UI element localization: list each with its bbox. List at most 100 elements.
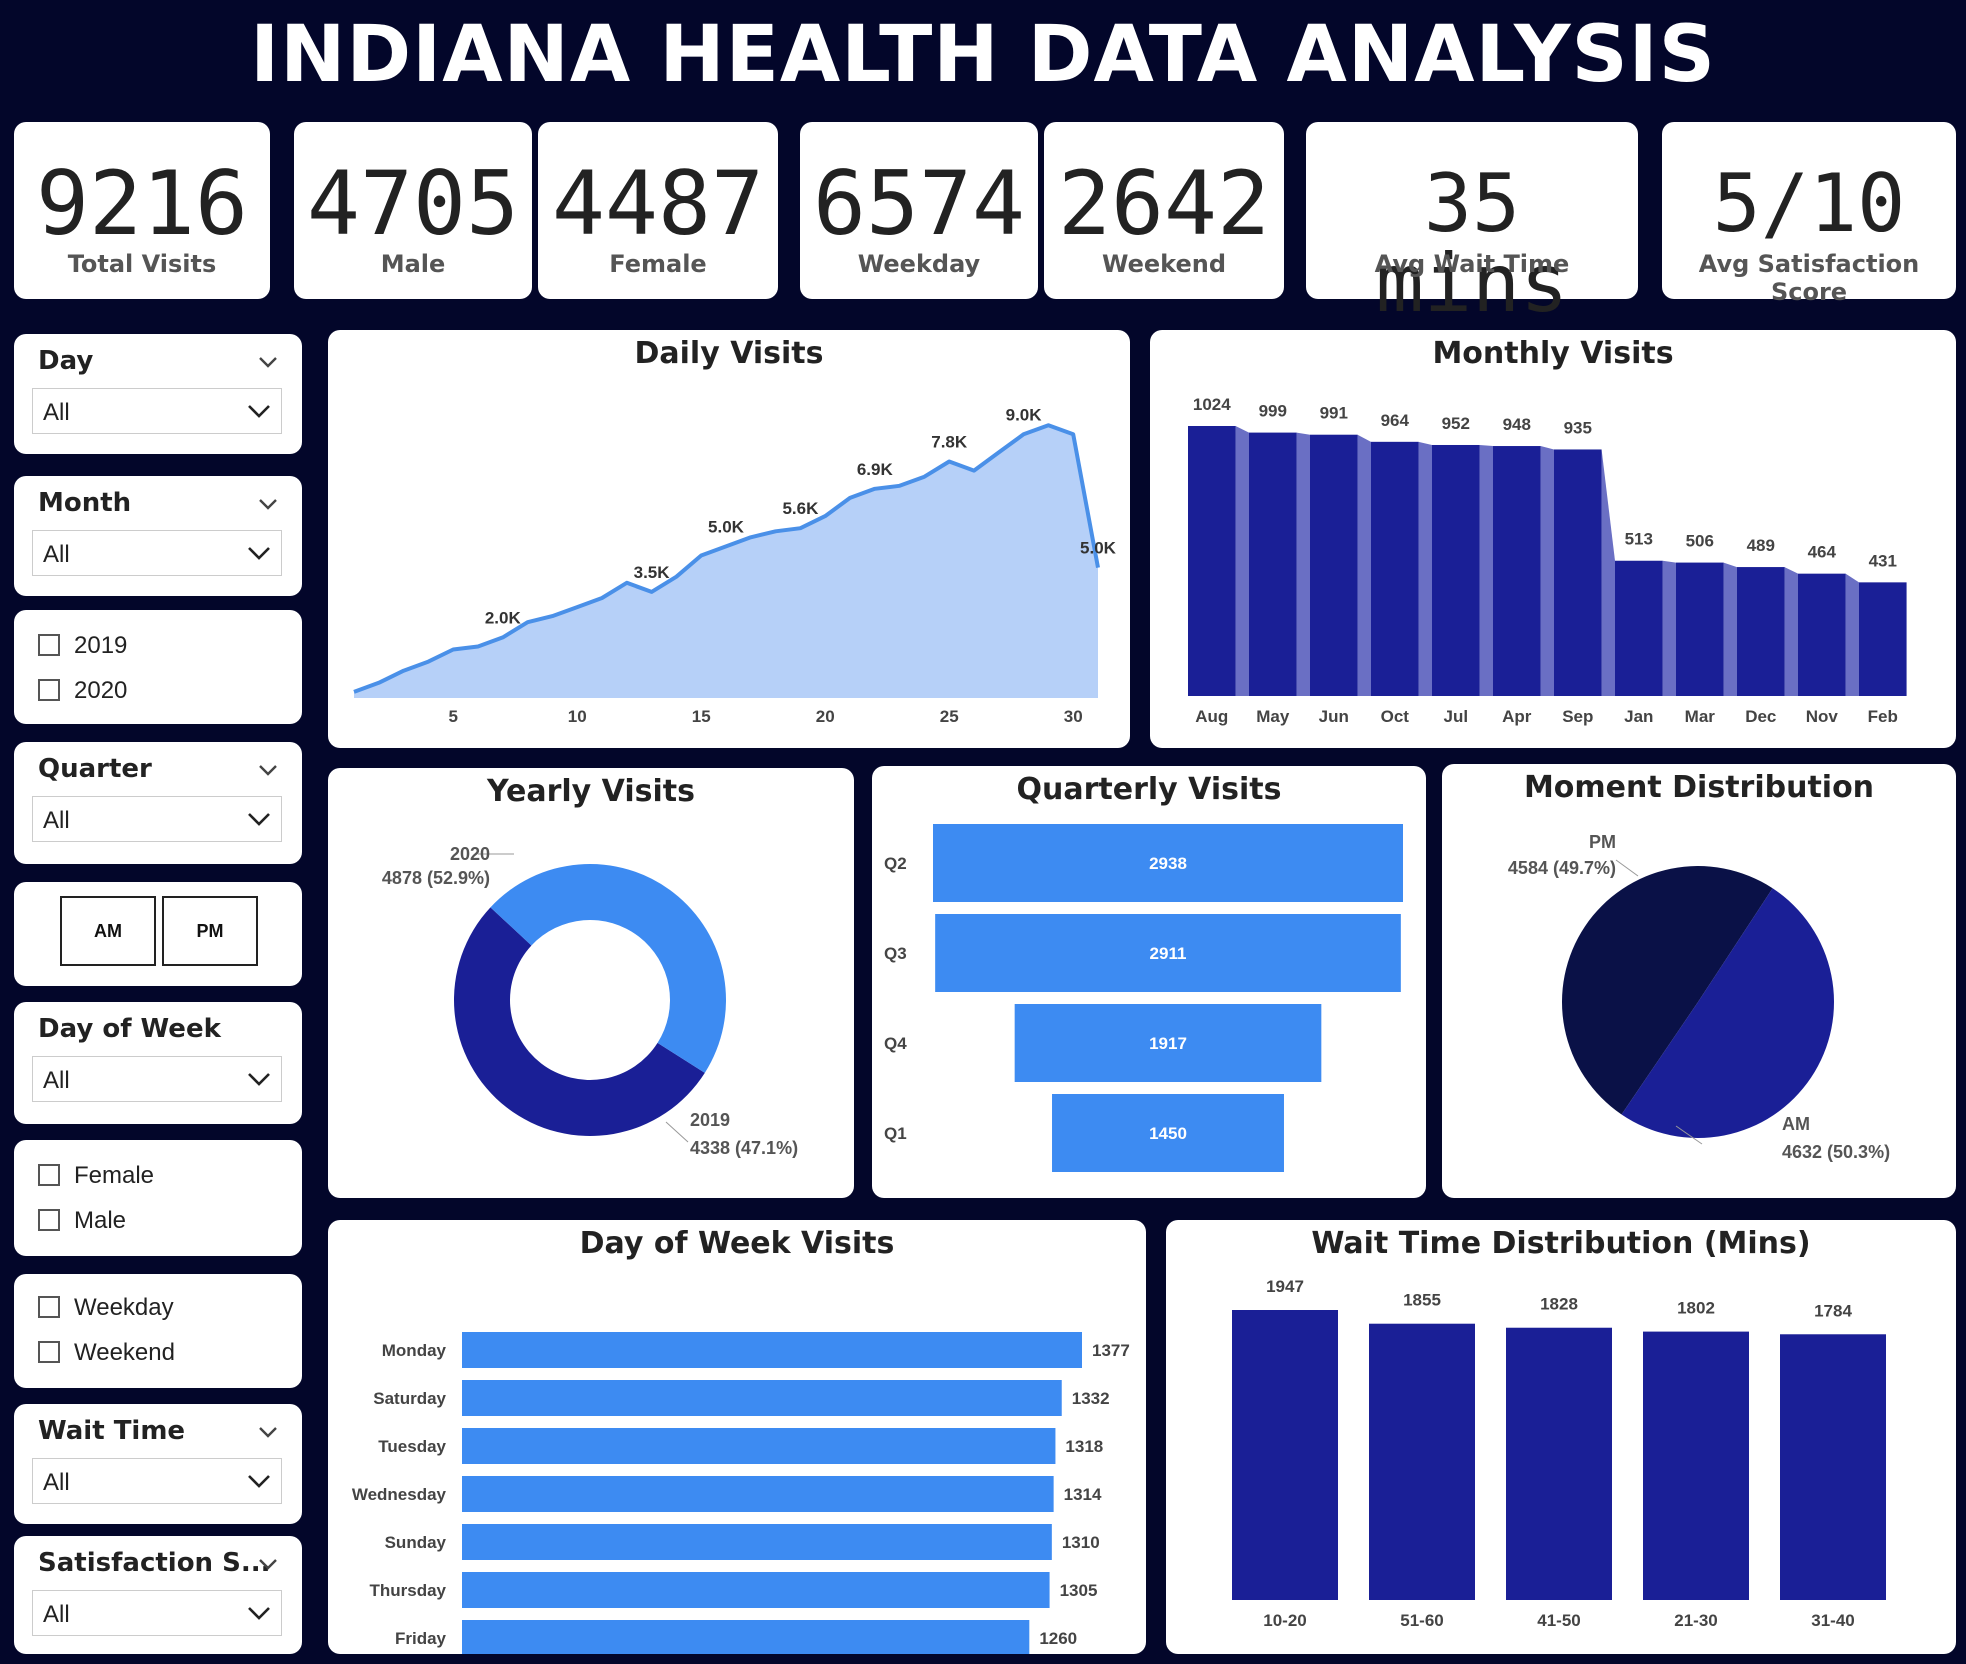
dow-bar — [462, 1332, 1082, 1368]
wait-bar — [1643, 1331, 1749, 1600]
category-label: Thursday — [369, 1581, 446, 1600]
slicer-title: Day — [38, 346, 94, 376]
chevron-down-icon[interactable] — [258, 494, 278, 514]
data-label: 3.5K — [634, 563, 671, 582]
monthly-bar — [1615, 560, 1663, 696]
donut-slice — [453, 907, 705, 1136]
chevron-down-icon — [248, 547, 270, 560]
monthly-bar — [1676, 562, 1724, 696]
x-tick-label: Jul — [1444, 707, 1469, 726]
kpi-value: 2642 — [1058, 152, 1270, 255]
monthly-bar — [1310, 434, 1358, 696]
checkbox[interactable] — [38, 1164, 60, 1186]
quarterly-visits-card: Quarterly Visits 2938 Q2 2911 Q3 1917 Q4 1450 Q… — [872, 766, 1426, 1198]
x-tick-label: Nov — [1806, 707, 1839, 726]
kpi-card-total-visits: 9216 Total Visits — [14, 122, 270, 299]
kpi-label: Avg Satisfaction Score — [1698, 250, 1920, 306]
legend-label: PM — [1589, 832, 1616, 852]
category-label: Wednesday — [352, 1485, 447, 1504]
dow-bar — [462, 1380, 1062, 1416]
am-button[interactable]: AM — [60, 896, 156, 966]
quarterly-visits-chart: 2938 Q2 2911 Q3 1917 Q4 1450 Q1 — [884, 824, 1403, 1172]
kpi-label: Male — [380, 250, 446, 278]
monthly-bar — [1432, 444, 1480, 696]
dropdown-value: All — [43, 1067, 70, 1094]
slicer-day: Day All — [14, 334, 302, 454]
checkbox[interactable] — [38, 1341, 60, 1363]
pm-button[interactable]: PM — [162, 896, 258, 966]
pie-slice — [1621, 888, 1834, 1138]
x-tick-label: 31-40 — [1811, 1611, 1854, 1630]
kpi-value: 9216 — [36, 152, 248, 255]
data-label: 999 — [1259, 402, 1287, 421]
x-tick-label: 10 — [568, 707, 587, 726]
checkbox-label: Weekday — [74, 1294, 174, 1321]
x-tick-label: Feb — [1868, 707, 1898, 726]
chart-title: Quarterly Visits — [1016, 772, 1282, 807]
slicer-title: Quarter — [38, 754, 152, 784]
bar-connector — [1296, 432, 1310, 696]
data-label: 964 — [1381, 411, 1410, 430]
monthly-bar — [1188, 426, 1236, 696]
x-tick-label: Dec — [1745, 707, 1776, 726]
kpi-card-female: 4487 Female — [538, 122, 778, 299]
checkbox-label: Weekend — [74, 1339, 175, 1366]
legend-label: 2020 — [450, 844, 490, 864]
chevron-down-icon[interactable] — [258, 352, 278, 372]
wait-time-dropdown[interactable]: All — [32, 1458, 282, 1504]
kpi-label: Female — [609, 250, 707, 278]
dow-bar — [462, 1620, 1030, 1654]
slicer-month: Month All — [14, 476, 302, 596]
kpi-value: 4705 — [307, 152, 519, 255]
checkbox[interactable] — [38, 634, 60, 656]
data-label: 1450 — [1149, 1124, 1187, 1143]
data-label: 1314 — [1064, 1485, 1102, 1504]
month-dropdown[interactable]: All — [32, 530, 282, 576]
chevron-down-icon[interactable] — [258, 1422, 278, 1442]
chevron-down-icon[interactable] — [258, 760, 278, 780]
data-label: 1260 — [1039, 1629, 1077, 1648]
data-label: 991 — [1320, 404, 1348, 423]
daily-visits-area — [354, 425, 1098, 698]
chevron-down-icon[interactable] — [258, 1554, 278, 1574]
day-of-week-dropdown[interactable]: All — [32, 1056, 282, 1102]
satisfaction-dropdown[interactable]: All — [32, 1590, 282, 1636]
slicer-wait-time: Wait Time All — [14, 1404, 302, 1524]
kpi-value: 5/10 — [1712, 157, 1906, 250]
data-label: 1828 — [1540, 1295, 1578, 1314]
monthly-visits-card: Monthly Visits 1024 Aug 999 May 991 Jun 964 Oct… — [1150, 330, 1956, 748]
bar-connector — [1418, 441, 1432, 696]
kpi-label: Weekday — [857, 250, 981, 278]
kpi-value: 35 mins — [1375, 157, 1569, 330]
x-tick-label: 51-60 — [1400, 1611, 1443, 1630]
checkbox[interactable] — [38, 1209, 60, 1231]
data-label: 1855 — [1403, 1291, 1441, 1310]
category-label: Tuesday — [378, 1437, 446, 1456]
slicer-day-type: Weekday Weekend — [14, 1274, 302, 1388]
checkbox[interactable] — [38, 679, 60, 701]
data-label: 5.0K — [1080, 539, 1117, 558]
monthly-bar — [1859, 582, 1907, 696]
kpi-label: Avg Wait Time — [1374, 250, 1570, 278]
x-tick-label: 5 — [448, 707, 457, 726]
x-tick-label: 15 — [692, 707, 711, 726]
quarter-dropdown[interactable]: All — [32, 796, 282, 842]
data-label: 1802 — [1677, 1299, 1715, 1318]
slicer-year: 2019 2020 — [14, 610, 302, 724]
chart-title: Moment Distribution — [1523, 770, 1875, 805]
data-label: 2.0K — [485, 608, 522, 627]
data-label: 4632 (50.3%) — [1782, 1142, 1890, 1162]
checkbox-label: 2020 — [74, 677, 128, 704]
day-dropdown[interactable]: All — [32, 388, 282, 434]
checkbox[interactable] — [38, 1296, 60, 1318]
chevron-down-icon — [248, 1475, 270, 1488]
daily-visits-chart: 2.0K 3.5K 5.0K 5.6K 6.9K 7.8K 9.0K 5.0K 5 10 15 20 2… — [353, 405, 1117, 726]
dropdown-value: All — [43, 1469, 70, 1496]
data-label: 431 — [1869, 551, 1897, 570]
leader-line — [1615, 859, 1639, 877]
data-label: 464 — [1808, 543, 1837, 562]
slicer-satisfaction: Satisfaction S... All — [14, 1536, 302, 1654]
data-label: 9.0K — [1006, 405, 1043, 424]
data-label: 4878 (52.9%) — [382, 868, 490, 888]
data-label: 1332 — [1072, 1389, 1110, 1408]
